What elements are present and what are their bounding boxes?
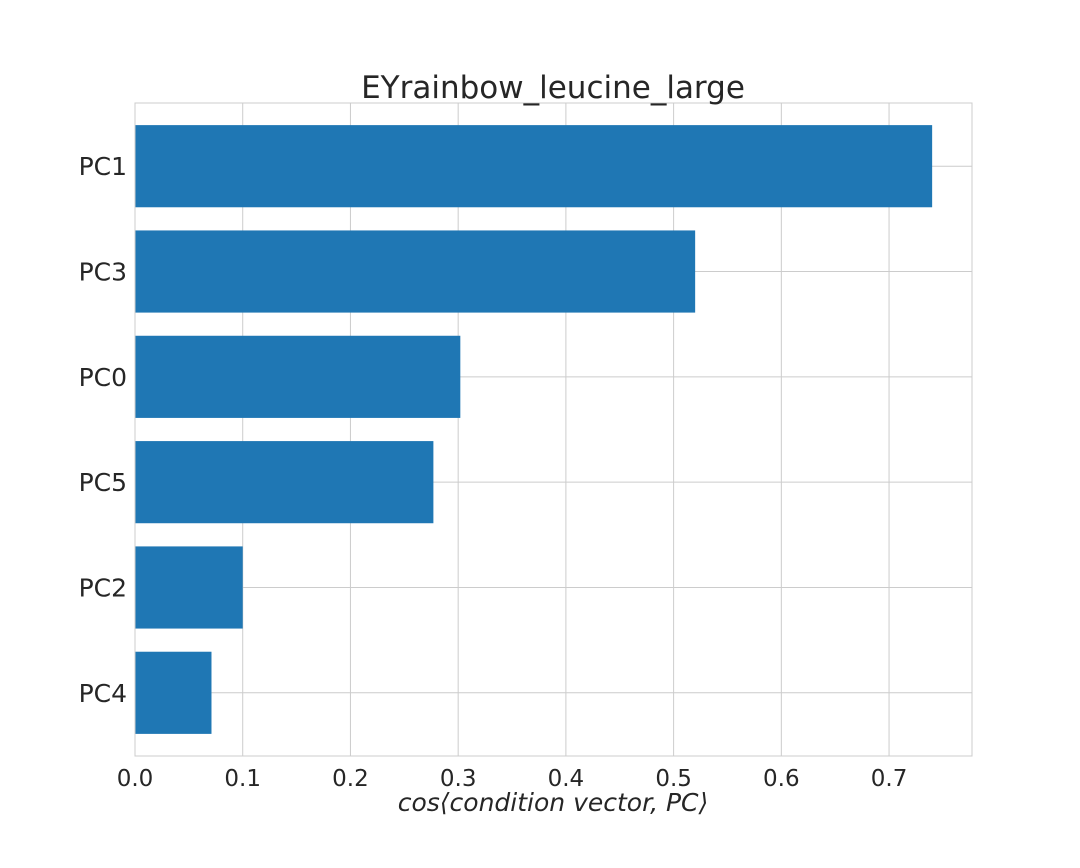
- bar-pc5: [135, 441, 434, 524]
- x-axis-label: cos⟨condition vector, PC⟩: [398, 788, 709, 817]
- bar-pc2: [135, 546, 243, 629]
- y-tick-label: PC3: [79, 258, 127, 287]
- bar-pc4: [135, 651, 212, 734]
- x-tick-label: 0.5: [655, 766, 692, 792]
- bar-pc0: [135, 335, 461, 418]
- bars: [135, 125, 933, 734]
- x-tick-label: 0.0: [117, 766, 154, 792]
- x-tick-label: 0.2: [332, 766, 369, 792]
- bar-pc1: [135, 125, 933, 208]
- plot-frame: [134, 102, 973, 757]
- x-tick-label: 0.3: [440, 766, 477, 792]
- y-tick-label: PC4: [79, 679, 127, 708]
- y-tick-label: PC1: [79, 152, 127, 181]
- x-tick-label: 0.6: [763, 766, 800, 792]
- plot-border: [134, 102, 973, 757]
- x-tick-label: 0.4: [548, 766, 585, 792]
- y-tick-label: PC0: [79, 363, 127, 392]
- y-tick-label: PC2: [79, 573, 127, 602]
- y-tick-label: PC5: [79, 468, 127, 497]
- bar-pc3: [135, 230, 696, 313]
- chart-title: EYrainbow_leucine_large: [361, 70, 745, 106]
- x-tick-label: 0.1: [224, 766, 261, 792]
- y-tick-labels: PC1 PC3 PC0 PC5 PC2 PC4: [79, 152, 127, 708]
- x-tick-label: 0.7: [871, 766, 908, 792]
- x-tick-labels: 0.0 0.1 0.2 0.3 0.4 0.5 0.6 0.7: [117, 766, 908, 792]
